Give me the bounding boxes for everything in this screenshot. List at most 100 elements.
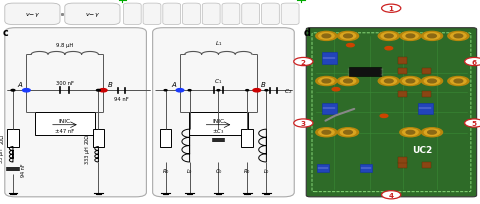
Bar <box>35 112 95 136</box>
Text: $L_0$: $L_0$ <box>263 166 270 175</box>
Circle shape <box>381 33 396 40</box>
Circle shape <box>322 131 331 134</box>
Circle shape <box>316 128 337 137</box>
Circle shape <box>384 35 393 39</box>
Bar <box>360 164 372 172</box>
Circle shape <box>428 35 436 39</box>
Text: 33 μH: 33 μH <box>0 147 4 162</box>
Circle shape <box>217 90 220 91</box>
Circle shape <box>403 78 418 85</box>
Text: 300 nF: 300 nF <box>56 81 74 86</box>
Text: 4: 4 <box>389 192 394 198</box>
Circle shape <box>316 77 337 86</box>
Circle shape <box>322 35 331 39</box>
Text: d: d <box>303 28 311 38</box>
Text: 2: 2 <box>301 59 306 65</box>
Circle shape <box>381 78 396 85</box>
Bar <box>418 103 433 114</box>
Text: 9.8 μH: 9.8 μH <box>56 42 73 47</box>
Circle shape <box>406 35 415 39</box>
Text: $R_0$: $R_0$ <box>162 166 169 175</box>
Bar <box>317 164 329 172</box>
FancyBboxPatch shape <box>65 4 120 26</box>
Circle shape <box>382 5 401 13</box>
Text: 333 μH: 333 μH <box>85 146 90 163</box>
Bar <box>422 68 431 74</box>
Circle shape <box>400 128 421 137</box>
Circle shape <box>424 129 440 136</box>
Circle shape <box>337 77 359 86</box>
Circle shape <box>421 32 443 41</box>
Text: 1: 1 <box>389 6 394 12</box>
Circle shape <box>253 89 261 92</box>
FancyBboxPatch shape <box>153 29 294 197</box>
Circle shape <box>424 78 440 85</box>
Text: INIC: INIC <box>59 118 71 123</box>
Circle shape <box>428 131 436 134</box>
Circle shape <box>316 32 337 41</box>
Text: $C_0$: $C_0$ <box>215 166 222 175</box>
Text: INIC: INIC <box>212 118 225 123</box>
Text: 3: 3 <box>301 120 306 126</box>
Text: 94 nF: 94 nF <box>114 96 129 101</box>
Circle shape <box>454 80 463 83</box>
Circle shape <box>99 89 107 92</box>
Circle shape <box>294 58 313 66</box>
Bar <box>160 130 171 147</box>
Text: $C_2$: $C_2$ <box>284 86 292 95</box>
FancyBboxPatch shape <box>262 4 279 26</box>
Circle shape <box>384 80 393 83</box>
Circle shape <box>319 78 334 85</box>
FancyBboxPatch shape <box>306 29 477 197</box>
Circle shape <box>448 32 469 41</box>
Circle shape <box>385 47 393 51</box>
Circle shape <box>265 90 268 91</box>
Text: B: B <box>108 81 112 87</box>
FancyBboxPatch shape <box>5 4 60 26</box>
Circle shape <box>337 128 359 137</box>
Circle shape <box>382 191 401 199</box>
FancyBboxPatch shape <box>242 4 260 26</box>
FancyBboxPatch shape <box>182 4 200 26</box>
Text: $C_1$: $C_1$ <box>214 77 223 86</box>
Circle shape <box>448 77 469 86</box>
Circle shape <box>322 80 331 83</box>
Circle shape <box>188 90 191 91</box>
Circle shape <box>424 33 440 40</box>
Bar <box>398 68 407 74</box>
Circle shape <box>378 77 399 86</box>
Bar <box>422 92 431 98</box>
Text: 20Ω: 20Ω <box>85 133 90 143</box>
Text: 20Ω: 20Ω <box>0 133 4 143</box>
Text: c: c <box>2 28 8 38</box>
Circle shape <box>421 128 443 137</box>
Bar <box>398 162 407 168</box>
Circle shape <box>337 32 359 41</box>
Circle shape <box>451 78 466 85</box>
Circle shape <box>421 77 443 86</box>
Text: A: A <box>171 81 176 87</box>
Circle shape <box>246 90 249 91</box>
Text: UC2: UC2 <box>412 145 432 154</box>
Circle shape <box>406 131 415 134</box>
Text: $L_1$: $L_1$ <box>215 39 222 47</box>
Circle shape <box>164 90 167 91</box>
Text: 6: 6 <box>472 59 477 65</box>
Bar <box>7 130 19 147</box>
Bar <box>422 162 431 168</box>
Bar <box>241 130 253 147</box>
Circle shape <box>319 33 334 40</box>
FancyBboxPatch shape <box>163 4 180 26</box>
FancyBboxPatch shape <box>143 4 161 26</box>
Text: $v\!-\!\gamma$: $v\!-\!\gamma$ <box>85 11 100 19</box>
Bar <box>93 130 104 147</box>
Circle shape <box>96 90 100 92</box>
FancyBboxPatch shape <box>5 29 146 197</box>
Text: $R_0$: $R_0$ <box>243 166 251 175</box>
Bar <box>322 103 337 114</box>
Circle shape <box>451 33 466 40</box>
Circle shape <box>344 35 352 39</box>
Text: B: B <box>261 81 266 87</box>
Circle shape <box>400 32 421 41</box>
FancyBboxPatch shape <box>281 4 299 26</box>
